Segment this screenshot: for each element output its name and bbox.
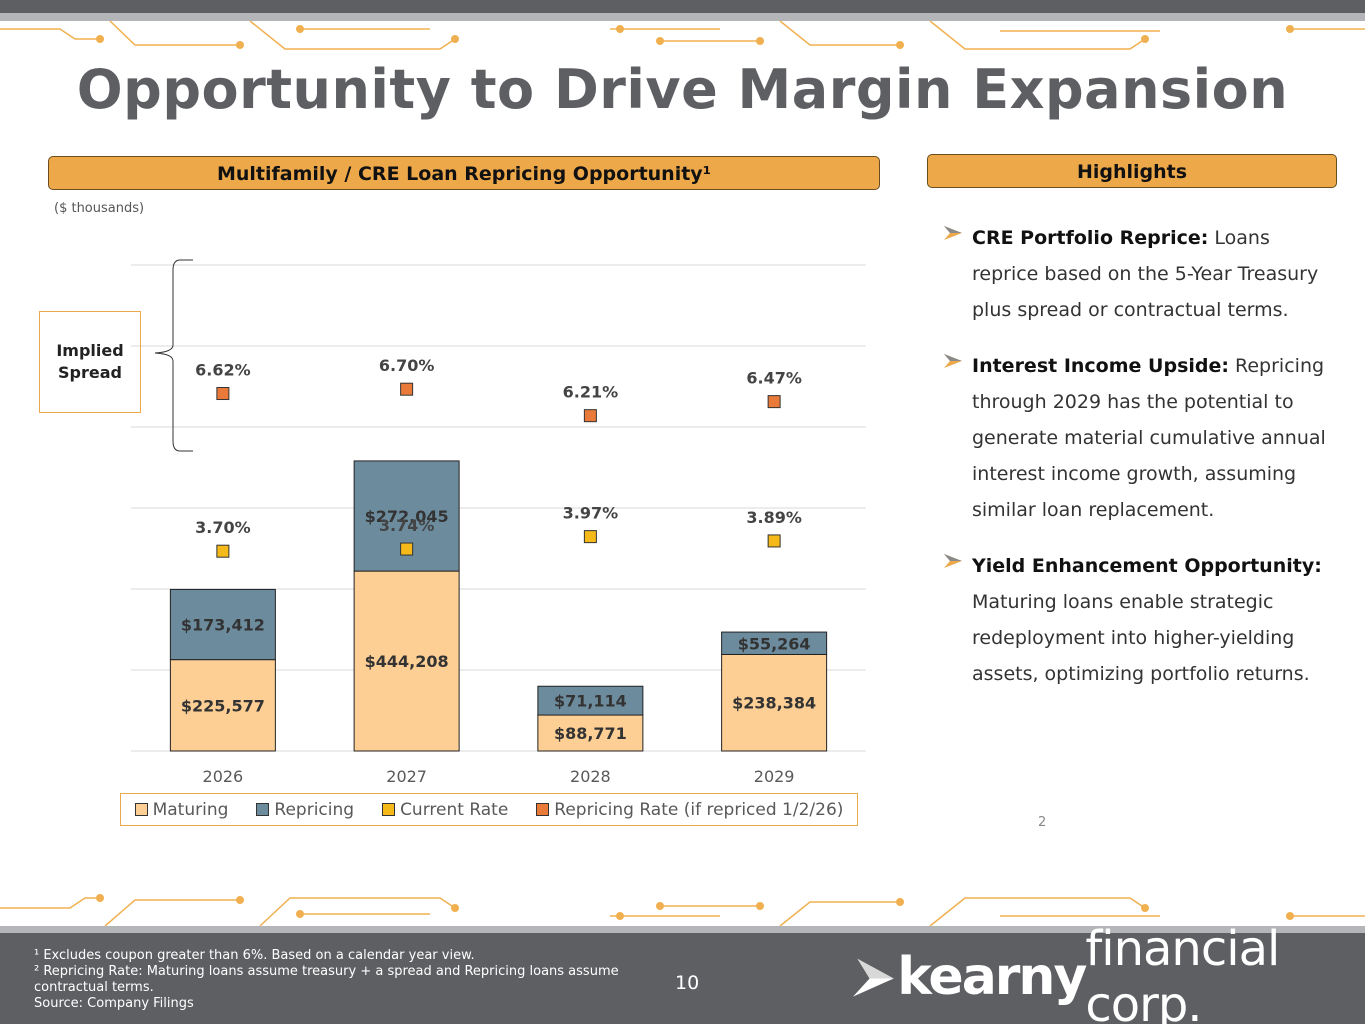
- footnote-2: ² Repricing Rate: Maturing loans assume …: [34, 964, 619, 995]
- rate-value-label: 3.74%: [379, 516, 435, 535]
- bar-maturing: [537, 714, 644, 752]
- legend-item-repricing-rate: Repricing Rate (if repriced 1/2/26): [536, 800, 843, 820]
- circuit-decoration-bottom: [0, 894, 1365, 927]
- top-bar: [0, 0, 1365, 13]
- rate-value-label: 3.89%: [746, 508, 802, 527]
- bar-repricing: [169, 588, 276, 661]
- implied-spread-label: Implied Spread: [56, 341, 124, 382]
- legend-item-maturing: Maturing: [134, 799, 229, 820]
- rate-value-label: 3.70%: [195, 518, 251, 537]
- legend-swatch-current-rate: [382, 803, 396, 816]
- logo-arrow-icon: [853, 958, 894, 997]
- legend-swatch-repricing: [256, 803, 270, 816]
- chart-header: Multifamily / CRE Loan Repricing Opportu…: [48, 156, 880, 190]
- bar-value-label: $173,412: [181, 616, 265, 635]
- bar-value-label: $55,264: [738, 634, 811, 653]
- bar-value-label: $71,114: [554, 692, 627, 711]
- units-label: ($ thousands): [54, 201, 145, 216]
- rate-marker-repricing: [767, 395, 781, 409]
- company-logo: kearny financial corp.: [850, 921, 1330, 1033]
- rate-marker-current: [216, 544, 230, 558]
- bar-maturing: [353, 570, 460, 752]
- footer-strip: [0, 926, 1365, 933]
- legend-swatch-maturing: [134, 803, 148, 816]
- highlight-text: Loans reprice based on the 5-Year Treasu…: [972, 227, 1319, 321]
- rate-value-label: 6.47%: [746, 369, 802, 388]
- circuit-decoration-top: [0, 21, 1365, 50]
- bar-maturing: [169, 659, 276, 752]
- repricing-chart: $225,577 $173,412 $444,208 $272,045 $88,771 $…: [131, 259, 866, 786]
- implied-spread-brace: [154, 259, 193, 452]
- legend-label-maturing: Maturing: [152, 799, 229, 820]
- top-bar-strip: [0, 13, 1365, 21]
- legend-label-current-rate: Current Rate: [400, 799, 509, 820]
- footnote-1: ¹ Excludes coupon greater than 6%. Based…: [34, 948, 475, 963]
- highlight-item: CRE Portfolio Reprice: Loans reprice bas…: [942, 220, 1337, 328]
- footnote-source: Source: Company Filings: [34, 996, 194, 1011]
- highlight-text: Maturing loans enable strategic redeploy…: [972, 591, 1310, 685]
- rate-marker-repricing: [400, 382, 414, 396]
- legend-label-repricing-rate: Repricing Rate (if repriced 1/2/26): [554, 799, 844, 820]
- bar-value-label: $272,045: [365, 507, 449, 526]
- bar-value-label: $444,208: [365, 652, 449, 671]
- page-number: 10: [675, 972, 700, 994]
- x-tick-label: 2028: [570, 767, 611, 786]
- bar-value-label: $238,384: [732, 694, 816, 713]
- arrow-bullet-icon: [944, 354, 962, 368]
- rate-value-label: 6.21%: [563, 383, 619, 402]
- page-title: Opportunity to Drive Margin Expansion: [76, 58, 1289, 121]
- logo-text-bold: kearny: [897, 947, 1087, 1007]
- legend-label-repricing: Repricing: [274, 799, 355, 820]
- highlight-item: Yield Enhancement Opportunity: Maturing …: [942, 548, 1337, 692]
- highlight-text: Repricing through 2029 has the potential…: [972, 355, 1326, 521]
- bar-repricing: [721, 631, 828, 655]
- bar-value-label: $225,577: [181, 696, 265, 715]
- chart-legend: Maturing Repricing Current Rate Repricin…: [120, 793, 858, 826]
- rate-marker-current: [400, 542, 414, 556]
- implied-spread-box: Implied Spread: [39, 311, 141, 413]
- highlights-list: CRE Portfolio Reprice: Loans reprice bas…: [942, 220, 1337, 712]
- slide-small-number: 2: [1038, 815, 1047, 830]
- bar-maturing: [721, 653, 828, 752]
- rate-marker-current: [767, 534, 781, 548]
- x-tick-label: 2029: [754, 767, 795, 786]
- logo-text-light: financial corp.: [1085, 921, 1280, 1033]
- footer: [0, 933, 1365, 1024]
- arrow-bullet-icon: [944, 554, 962, 568]
- legend-item-repricing: Repricing: [256, 800, 354, 820]
- rate-marker-current: [583, 530, 597, 544]
- highlights-header: Highlights: [927, 154, 1337, 188]
- highlight-title: Yield Enhancement Opportunity:: [972, 555, 1322, 577]
- footnotes: ¹ Excludes coupon greater than 6%. Based…: [34, 948, 634, 1012]
- x-tick-label: 2026: [203, 767, 244, 786]
- rate-value-label: 6.70%: [379, 356, 435, 375]
- legend-swatch-repricing-rate: [536, 803, 550, 816]
- highlight-title: Interest Income Upside:: [972, 355, 1229, 377]
- highlight-item: Interest Income Upside: Repricing throug…: [942, 348, 1337, 528]
- legend-item-current-rate: Current Rate: [382, 800, 508, 820]
- highlight-title: CRE Portfolio Reprice:: [972, 227, 1209, 249]
- bar-value-label: $88,771: [554, 724, 627, 743]
- x-tick-label: 2027: [386, 767, 427, 786]
- rate-marker-repricing: [583, 409, 597, 423]
- rate-value-label: 6.62%: [195, 361, 251, 380]
- arrow-bullet-icon: [944, 226, 962, 240]
- rate-value-label: 3.97%: [563, 504, 619, 523]
- bar-repricing: [537, 685, 644, 716]
- rate-marker-repricing: [216, 387, 230, 401]
